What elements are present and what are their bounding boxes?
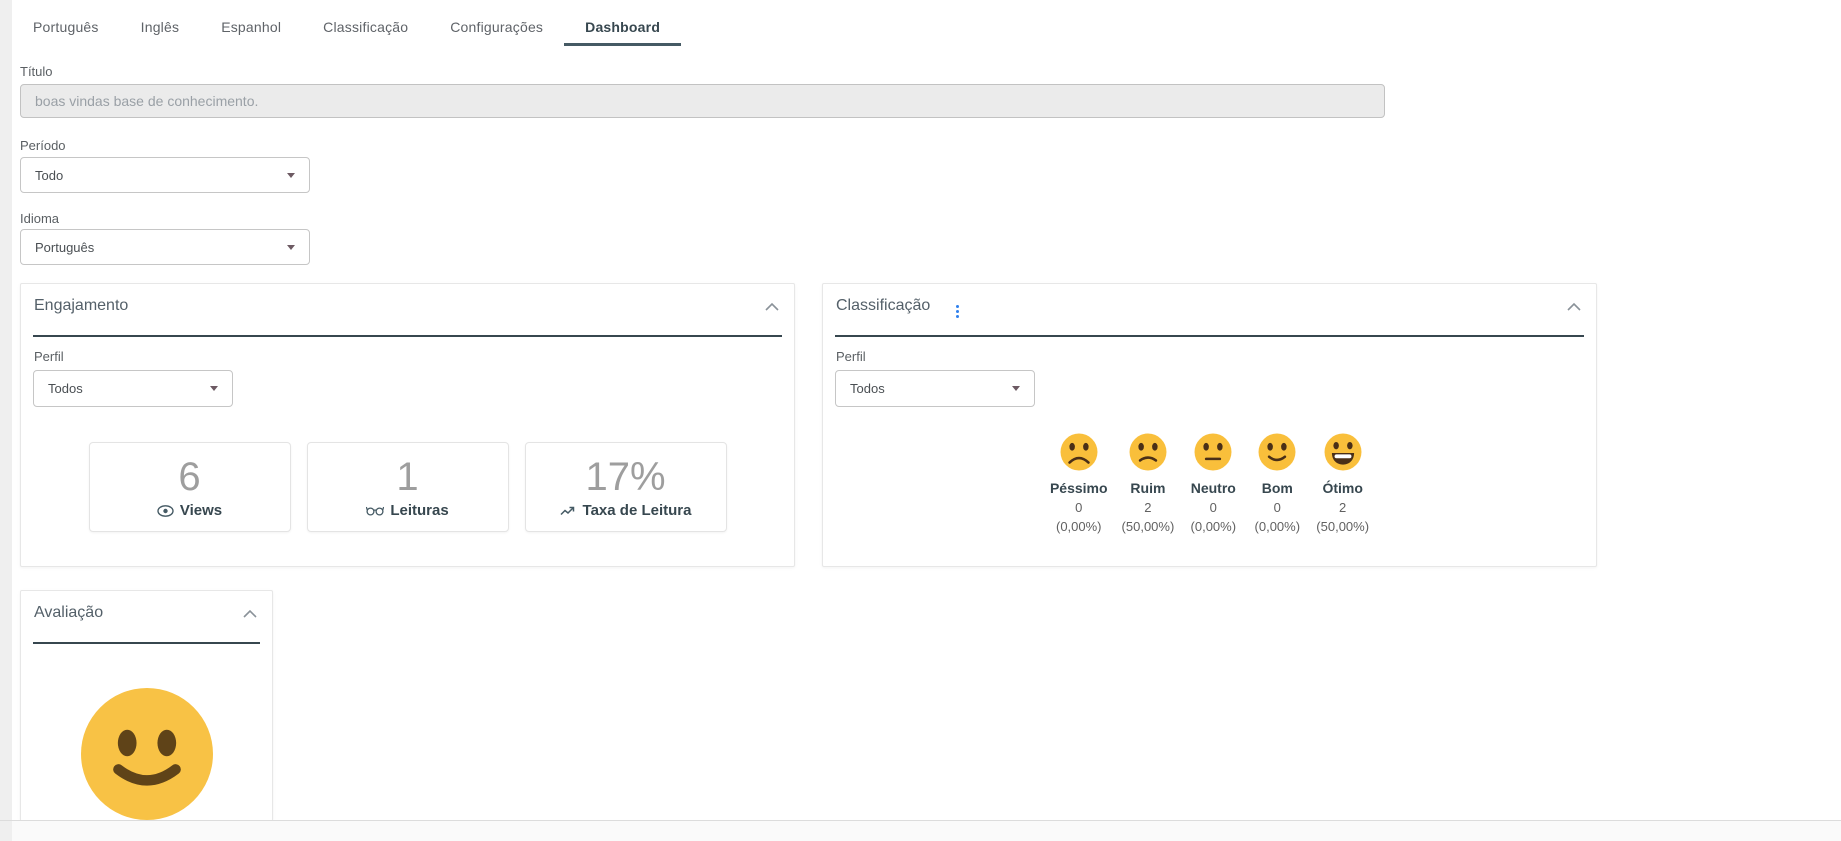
idioma-select[interactable]: Português: [20, 229, 310, 265]
ratings-row: Péssimo 0 (0,00%) Ruim 2 (50,00%): [823, 433, 1596, 534]
classificacao-title: Classificação: [836, 297, 960, 318]
idioma-label: Idioma: [20, 211, 60, 226]
sad-emoji-icon: [1129, 433, 1167, 471]
idioma-select-value: Português: [35, 239, 95, 255]
tab-ingles[interactable]: Inglês: [140, 18, 180, 35]
rating-percent: (0,00%): [1254, 519, 1301, 534]
page-left-gutter: [0, 0, 12, 841]
trending-up-icon: [560, 506, 574, 515]
classificacao-perfil-select[interactable]: Todos: [835, 370, 1035, 407]
engagement-stats-row: 6 Views 1 Leituras: [21, 442, 794, 532]
engajamento-title: Engajamento: [34, 297, 129, 314]
eye-icon: [157, 504, 174, 517]
views-stat-card: 6 Views: [88, 442, 291, 532]
periodo-label: Período: [20, 138, 66, 153]
taxa-leitura-label: Taxa de Leitura: [582, 502, 692, 519]
tab-bar: Português Inglês Espanhol Classificação …: [12, 10, 682, 46]
tab-dashboard[interactable]: Dashboard: [564, 10, 682, 46]
happy-emoji-icon: [80, 688, 213, 820]
classificacao-title-text: Classificação: [836, 297, 931, 314]
taxa-leitura-value: 17%: [585, 455, 666, 499]
engajamento-card: Engajamento Perfil Todos 6 Views: [20, 283, 795, 567]
views-count: 6: [178, 455, 201, 499]
taxa-leitura-stat-card: 17% Taxa de Leitura: [524, 442, 727, 532]
periodo-select-value: Todo: [35, 167, 64, 183]
card-divider: [33, 335, 782, 337]
leituras-stat-card: 1 Leituras: [306, 442, 509, 532]
chevron-down-icon: [210, 386, 218, 391]
rating-count: 2: [1144, 500, 1152, 515]
avaliacao-title: Avaliação: [34, 604, 104, 621]
page-bottom-gutter: [12, 821, 1841, 841]
rating-otimo: Ótimo 2 (50,00%): [1316, 433, 1369, 534]
rating-percent: (0,00%): [1190, 519, 1237, 534]
rating-pessimo: Péssimo 0 (0,00%): [1050, 433, 1108, 534]
very-happy-emoji-icon: [1324, 433, 1362, 471]
views-label: Views: [179, 502, 223, 519]
classificacao-card: Classificação Perfil Todos Pés: [822, 283, 1597, 567]
periodo-select[interactable]: Todo: [20, 157, 310, 193]
tab-configuracoes[interactable]: Configurações: [450, 18, 544, 35]
card-divider: [835, 335, 1584, 337]
rating-count: 0: [1209, 500, 1217, 515]
chevron-down-icon: [287, 244, 295, 250]
rating-count: 2: [1339, 500, 1347, 515]
rating-label: Bom: [1261, 480, 1293, 496]
tab-classificacao[interactable]: Classificação: [323, 18, 409, 35]
collapse-button[interactable]: [764, 300, 780, 312]
rating-label: Ruim: [1130, 480, 1166, 496]
collapse-button[interactable]: [242, 607, 258, 619]
engajamento-perfil-select[interactable]: Todos: [33, 370, 233, 407]
classificacao-card-header: Classificação: [823, 284, 1596, 326]
avaliacao-card-header: Avaliação: [21, 591, 272, 633]
chevron-up-icon: [1567, 302, 1581, 311]
content-bottom-divider: [0, 820, 1841, 821]
rating-count: 0: [1075, 500, 1083, 515]
neutral-emoji-icon: [1194, 433, 1232, 471]
very-sad-emoji-icon: [1060, 433, 1098, 471]
rating-percent: (50,00%): [1316, 519, 1370, 534]
engajamento-perfil-value: Todos: [48, 381, 83, 396]
rating-neutro: Neutro 0 (0,00%): [1188, 433, 1238, 534]
leituras-label: Leituras: [390, 502, 449, 519]
perfil-label: Perfil: [34, 349, 64, 364]
rating-percent: (50,00%): [1121, 519, 1175, 534]
avaliacao-card: Avaliação: [20, 590, 273, 821]
chevron-down-icon: [287, 172, 295, 178]
chevron-up-icon: [765, 302, 779, 311]
classificacao-perfil-value: Todos: [850, 381, 885, 396]
perfil-label: Perfil: [836, 349, 866, 364]
happy-emoji-icon: [1258, 433, 1296, 471]
rating-percent: (0,00%): [1055, 519, 1102, 534]
titulo-label: Título: [20, 64, 53, 79]
rating-ruim: Ruim 2 (50,00%): [1121, 433, 1175, 534]
chevron-up-icon: [243, 609, 257, 618]
leituras-count: 1: [396, 455, 419, 499]
titulo-input[interactable]: [20, 84, 1385, 118]
tab-portugues[interactable]: Português: [33, 18, 99, 35]
rating-label: Neutro: [1190, 480, 1236, 496]
rating-count: 0: [1273, 500, 1281, 515]
card-divider: [33, 642, 260, 644]
rating-label: Ótimo: [1322, 480, 1363, 496]
tab-espanhol[interactable]: Espanhol: [221, 18, 282, 35]
kebab-menu-icon[interactable]: [956, 305, 960, 318]
collapse-button[interactable]: [1566, 300, 1582, 312]
glasses-icon: [366, 506, 385, 516]
chevron-down-icon: [1012, 386, 1020, 391]
rating-label: Péssimo: [1049, 480, 1108, 496]
engajamento-card-header: Engajamento: [21, 284, 794, 326]
rating-bom: Bom 0 (0,00%): [1252, 433, 1302, 534]
